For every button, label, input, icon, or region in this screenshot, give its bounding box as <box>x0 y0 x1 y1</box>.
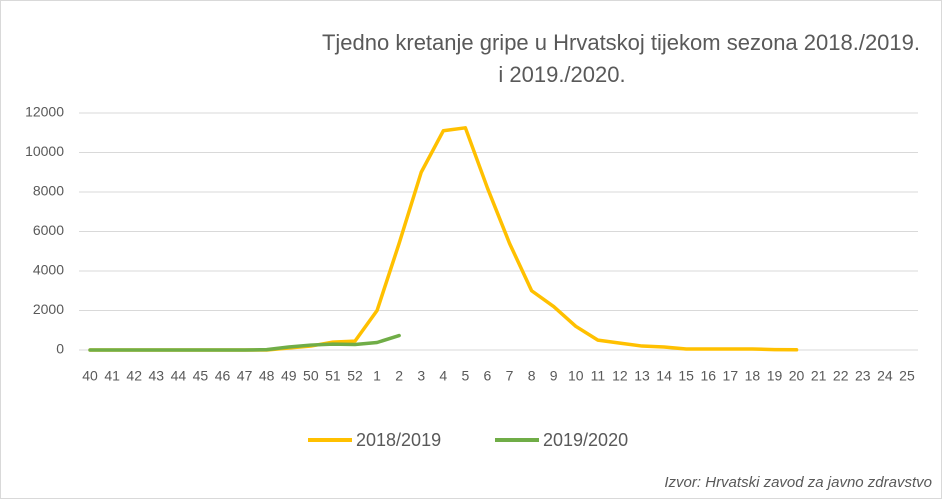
chart-title: i 2019./2020. <box>498 62 625 87</box>
x-tick-label: 2 <box>395 368 403 384</box>
y-tick-label: 2000 <box>33 301 64 317</box>
x-tick-label: 51 <box>325 368 341 384</box>
x-tick-label: 3 <box>417 368 425 384</box>
x-tick-label: 42 <box>126 368 142 384</box>
series-line <box>88 333 401 352</box>
y-tick-label: 4000 <box>33 262 64 278</box>
y-tick-label: 8000 <box>33 183 64 199</box>
x-tick-label: 50 <box>303 368 319 384</box>
x-tick-label: 14 <box>656 368 672 384</box>
y-tick-label: 0 <box>56 341 64 357</box>
legend-label: 2019/2020 <box>543 430 628 450</box>
x-tick-label: 11 <box>591 368 606 384</box>
x-tick-label: 15 <box>678 368 694 384</box>
x-tick-label: 45 <box>193 368 209 384</box>
x-tick-label: 49 <box>281 368 297 384</box>
x-tick-label: 41 <box>104 368 120 384</box>
x-tick-label: 47 <box>237 368 253 384</box>
x-tick-label: 23 <box>855 368 871 384</box>
x-tick-label: 6 <box>484 368 492 384</box>
x-tick-label: 40 <box>82 368 98 384</box>
chart-title: Tjedno kretanje gripe u Hrvatskoj tijeko… <box>322 30 920 55</box>
x-tick-label: 8 <box>528 368 536 384</box>
x-tick-label: 48 <box>259 368 275 384</box>
x-tick-label: 16 <box>700 368 716 384</box>
x-tick-label: 21 <box>811 368 827 384</box>
x-tick-label: 9 <box>550 368 558 384</box>
y-tick-label: 10000 <box>25 143 64 159</box>
y-tick-label: 6000 <box>33 222 64 238</box>
y-tick-label: 12000 <box>25 104 64 120</box>
x-tick-label: 1 <box>373 368 381 384</box>
x-tick-label: 19 <box>767 368 783 384</box>
x-tick-label: 4 <box>439 368 447 384</box>
x-tick-label: 44 <box>171 368 187 384</box>
source-note: Izvor: Hrvatski zavod za javno zdravstvo <box>664 474 932 491</box>
x-tick-label: 5 <box>461 368 469 384</box>
x-tick-label: 24 <box>877 368 893 384</box>
x-tick-label: 46 <box>215 368 231 384</box>
x-tick-label: 13 <box>634 368 650 384</box>
x-tick-label: 12 <box>612 368 628 384</box>
x-tick-label: 10 <box>568 368 584 384</box>
x-tick-label: 25 <box>899 368 915 384</box>
x-tick-label: 17 <box>723 368 739 384</box>
x-tick-label: 43 <box>148 368 164 384</box>
x-tick-label: 7 <box>506 368 514 384</box>
x-tick-label: 52 <box>347 368 363 384</box>
legend-label: 2018/2019 <box>356 430 441 450</box>
x-tick-label: 22 <box>833 368 849 384</box>
x-tick-label: 18 <box>745 368 761 384</box>
x-tick-label: 20 <box>789 368 805 384</box>
